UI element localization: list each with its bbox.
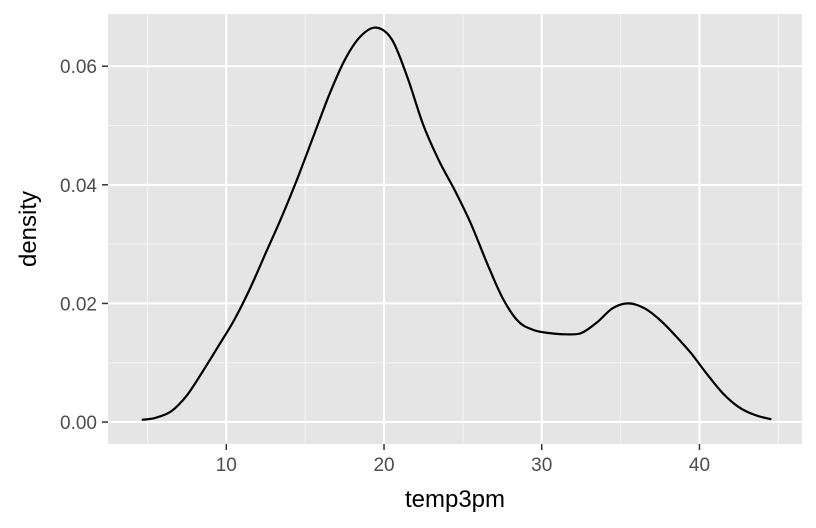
axis-ticks: 10 20 30 40 0.00 0.02 0.04 0.06: [60, 57, 710, 476]
x-axis-title: temp3pm: [405, 486, 505, 513]
y-axis-title: density: [15, 191, 42, 267]
y-tick-label: 0.04: [60, 176, 97, 197]
series-layer: [141, 26, 772, 421]
x-tick-label: 40: [689, 455, 710, 476]
y-tick-label: 0.06: [60, 57, 97, 78]
density-curve: [141, 26, 772, 421]
x-tick-label: 20: [373, 455, 394, 476]
x-tick-label: 30: [531, 455, 552, 476]
y-tick-label: 0.00: [60, 413, 97, 434]
x-tick-label: 10: [216, 455, 237, 476]
grid-lines: [108, 14, 802, 444]
y-tick-label: 0.02: [60, 294, 97, 315]
plot-panel: [108, 14, 802, 444]
